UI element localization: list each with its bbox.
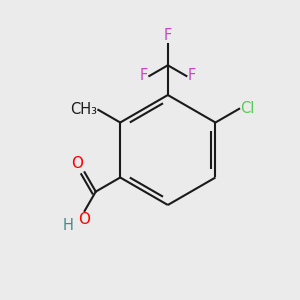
Text: F: F [140,68,148,83]
Text: O: O [79,212,91,227]
Text: F: F [188,68,196,83]
Text: Cl: Cl [240,101,255,116]
Text: CH₃: CH₃ [70,102,97,117]
Text: O: O [71,156,83,171]
Text: H: H [63,218,74,232]
Text: F: F [164,28,172,43]
